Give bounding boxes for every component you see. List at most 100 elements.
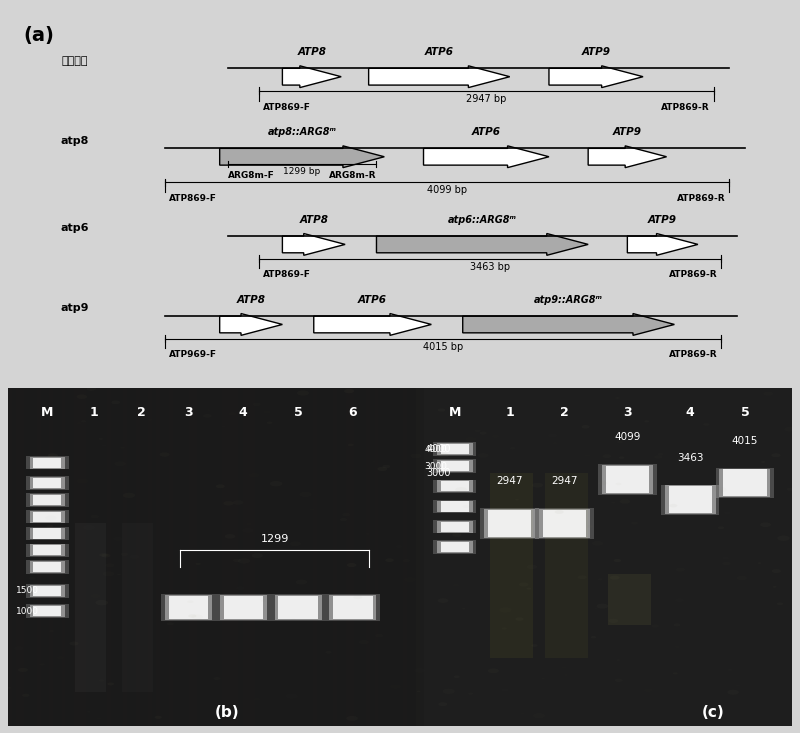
Bar [305,388,309,726]
FancyArrow shape [314,314,431,336]
Bar [26,604,69,618]
Bar [665,485,715,514]
Bar [326,594,381,621]
Bar [370,388,374,726]
Bar [49,388,53,726]
Bar [719,468,770,497]
Bar [270,594,326,621]
Bar [434,520,477,534]
FancyArrow shape [377,234,588,255]
Bar [16,388,20,726]
Bar [169,596,208,619]
Bar [606,466,649,493]
Bar [263,388,267,726]
Bar [34,478,61,488]
Bar [26,527,69,540]
Bar [490,473,534,658]
Bar [403,388,407,726]
Bar [280,388,284,726]
Text: ARG8m-F: ARG8m-F [227,172,274,180]
Bar [30,528,65,539]
Bar [434,460,477,473]
Bar [41,388,45,726]
Bar [20,388,24,726]
Bar [131,388,135,726]
Bar [278,596,318,619]
Bar [325,388,329,726]
Bar [34,545,61,556]
Bar [608,574,651,625]
Text: 1299 bp: 1299 bp [283,167,321,176]
Bar [115,388,119,726]
Bar [26,561,69,574]
Bar [220,595,266,620]
Text: 2947: 2947 [551,476,578,486]
FancyArrow shape [549,66,643,88]
Bar [300,388,304,726]
FancyArrow shape [282,234,345,255]
Text: ATP9: ATP9 [582,47,610,57]
Bar [30,605,65,617]
Bar [411,388,415,726]
Bar [230,388,234,726]
Bar [274,595,322,620]
Bar [25,388,28,726]
Bar [288,388,292,726]
Text: ATP869-R: ATP869-R [661,103,710,111]
Bar [169,388,173,726]
Text: atp9::ARG8ᵐ: atp9::ARG8ᵐ [534,295,603,305]
Bar [545,473,588,658]
Bar [74,388,78,726]
Bar [438,480,473,492]
Bar [111,388,115,726]
FancyArrow shape [588,146,666,168]
Bar [98,388,102,726]
Text: ATP8: ATP8 [299,215,328,224]
Text: 1: 1 [90,405,98,419]
Bar [238,388,242,726]
Text: 4: 4 [239,405,247,419]
Text: 4: 4 [686,405,694,419]
Bar [26,476,69,490]
Bar [12,388,16,726]
Bar [34,495,61,505]
Bar [82,388,86,726]
Text: ATP869-F: ATP869-F [262,270,310,279]
Bar [259,388,263,726]
Bar [34,512,61,522]
Bar [181,388,185,726]
Bar [416,388,420,726]
Text: 3: 3 [623,405,632,419]
Bar [438,521,473,533]
Text: M: M [41,405,54,419]
Bar [216,594,270,621]
Bar [74,523,106,692]
Text: 1000: 1000 [16,606,39,616]
FancyArrow shape [627,234,698,255]
Bar [362,388,366,726]
Text: ATP6: ATP6 [472,127,501,137]
Bar [119,388,123,726]
FancyArrow shape [423,146,549,168]
Text: 4099 bp: 4099 bp [427,185,467,195]
Bar [334,596,373,619]
Text: ATP9: ATP9 [613,127,642,137]
Bar [34,457,61,468]
Bar [296,388,300,726]
Bar [535,508,594,539]
Bar [354,388,358,726]
Bar [313,388,317,726]
Bar [251,388,255,726]
Bar [543,510,586,537]
Text: ATP6: ATP6 [425,47,454,57]
Bar [309,388,313,726]
Bar [30,457,65,468]
Bar [255,388,259,726]
Bar [399,388,403,726]
Text: 1500: 1500 [16,586,39,595]
Bar [26,544,69,557]
Bar [484,509,535,538]
Text: ATP869-R: ATP869-R [669,270,718,279]
Bar [34,528,61,539]
Bar [480,508,539,539]
